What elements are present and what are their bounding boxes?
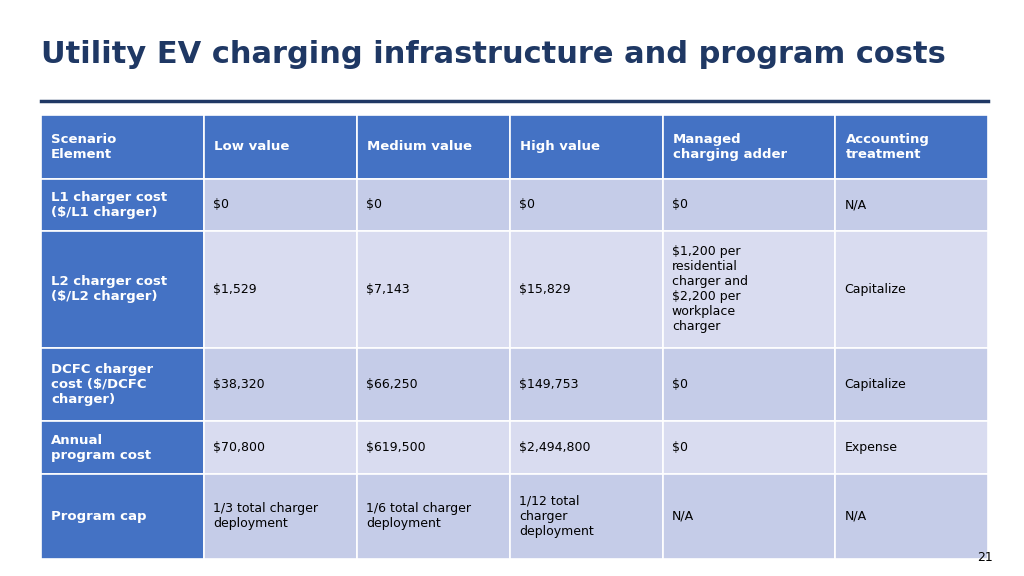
- Text: 1/12 total
charger
deployment: 1/12 total charger deployment: [519, 495, 594, 538]
- Text: $0: $0: [672, 199, 688, 211]
- Text: DCFC charger
cost ($/DCFC
charger): DCFC charger cost ($/DCFC charger): [51, 363, 154, 406]
- Text: Program cap: Program cap: [51, 510, 146, 523]
- Text: 1/6 total charger
deployment: 1/6 total charger deployment: [366, 502, 471, 530]
- Text: $66,250: $66,250: [366, 378, 418, 391]
- Text: $15,829: $15,829: [519, 283, 570, 296]
- Text: $619,500: $619,500: [366, 441, 426, 454]
- Text: Annual
program cost: Annual program cost: [51, 434, 152, 462]
- Text: N/A: N/A: [845, 510, 866, 523]
- Text: High value: High value: [520, 141, 600, 153]
- Text: $1,529: $1,529: [213, 283, 257, 296]
- Text: $7,143: $7,143: [366, 283, 410, 296]
- Text: L1 charger cost
($/L1 charger): L1 charger cost ($/L1 charger): [51, 191, 167, 219]
- Text: $70,800: $70,800: [213, 441, 265, 454]
- Text: 21: 21: [978, 551, 993, 564]
- Text: Scenario
Element: Scenario Element: [51, 133, 117, 161]
- Text: $1,200 per
residential
charger and
$2,200 per
workplace
charger: $1,200 per residential charger and $2,20…: [672, 245, 748, 334]
- Text: Medium value: Medium value: [367, 141, 472, 153]
- Text: N/A: N/A: [672, 510, 694, 523]
- Text: N/A: N/A: [845, 199, 866, 211]
- Text: $0: $0: [672, 378, 688, 391]
- Text: Managed
charging adder: Managed charging adder: [673, 133, 786, 161]
- Text: $0: $0: [213, 199, 229, 211]
- Text: $38,320: $38,320: [213, 378, 264, 391]
- Text: Accounting
treatment: Accounting treatment: [846, 133, 930, 161]
- Text: $0: $0: [519, 199, 535, 211]
- Text: Utility EV charging infrastructure and program costs: Utility EV charging infrastructure and p…: [41, 40, 946, 69]
- Text: Expense: Expense: [845, 441, 897, 454]
- Text: $0: $0: [366, 199, 382, 211]
- Text: $0: $0: [672, 441, 688, 454]
- Text: 1/3 total charger
deployment: 1/3 total charger deployment: [213, 502, 318, 530]
- Text: Low value: Low value: [214, 141, 290, 153]
- Text: Capitalize: Capitalize: [845, 283, 906, 296]
- Text: Capitalize: Capitalize: [845, 378, 906, 391]
- Text: $149,753: $149,753: [519, 378, 579, 391]
- Text: $2,494,800: $2,494,800: [519, 441, 591, 454]
- Text: L2 charger cost
($/L2 charger): L2 charger cost ($/L2 charger): [51, 275, 167, 304]
